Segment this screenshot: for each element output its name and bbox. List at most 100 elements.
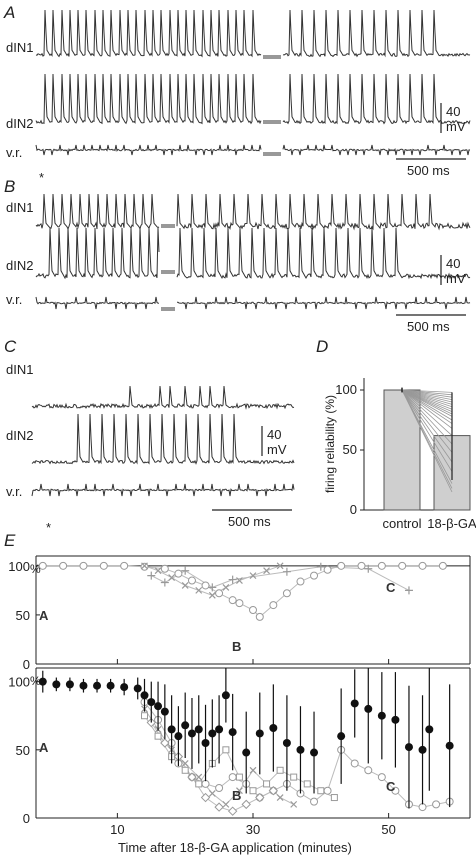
scale-label-t-b: 500 ms [407,319,450,334]
e-top-ytick-label: 50 [16,608,30,623]
e-bottom-point-square [235,773,243,781]
scale-label-v-c: 40 [267,427,281,442]
e-bottom-point-diamond [255,792,265,803]
e-top-point-open [269,601,278,610]
scale-label-t-c: 500 ms [228,514,271,529]
e-bottom-point-open [364,766,373,775]
e-top-point-open [38,561,47,570]
e-top-point-x [195,586,203,594]
e-bottom-point-open [201,779,210,788]
e-bottom-point-mean [167,725,176,734]
e-top-point-x [236,577,243,584]
e-top-point-plus [404,586,413,595]
annot-top-b: B [232,639,241,654]
e-top-point-open [282,589,291,598]
e-bottom-point-x [208,790,216,797]
e-bottom-point-square [276,766,284,774]
trace-label-b-din1: dIN1 [6,200,33,215]
annot-bottom-a: A [39,740,49,755]
e-bottom-point-mean [174,732,183,741]
e-bottom-point-diamond [200,792,211,803]
trace-label-c-din1: dIN1 [6,362,33,377]
pct-label-e-top: % [30,562,41,576]
e-bottom-point-open [432,800,441,809]
marker-star-c: * [46,520,51,535]
e-top-point-open [120,561,129,570]
e-bottom-point-x [181,760,189,767]
e-top-point-x [208,591,216,599]
e-bottom-point-square [154,732,162,740]
e-top-point-plus [282,567,291,576]
e-bottom-point-mean [391,715,400,724]
e-bottom-point-x [249,766,257,774]
d-paired-line [401,389,453,472]
gap-marker-b3 [161,307,175,311]
e-top-line-open [42,565,443,618]
d-paired-line [401,389,453,436]
e-bottom-point-mean [201,739,210,747]
e-bottom-point-mean [215,725,224,734]
trace-b-din2 [35,227,471,280]
d-ytick-label: 50 [343,442,357,457]
e-bottom-point-mean [296,745,305,754]
e-bottom-point-mean [93,681,102,690]
e-bottom-xtick-label: 50 [381,822,395,837]
trace-c-din2 [31,413,295,465]
e-bottom-ytick-label: 50 [16,743,30,758]
panel-label-d: D [316,337,328,356]
d-paired-line [401,389,453,493]
e-bottom-point-mean [140,691,149,700]
e-bottom-point-open [418,803,427,812]
e-top-point-open [377,561,386,570]
e-top-point-open [187,576,196,585]
e-bottom-ytick-label: 100 [8,675,30,690]
trace-c-vr [31,483,295,497]
e-top-point-open [215,589,224,598]
e-bottom-point-square [195,780,203,788]
e-bottom-point-open [228,773,237,782]
e-top-point-open [99,561,108,570]
scale-label-v-a: 40 [446,104,460,119]
e-bottom-point-mean [38,677,47,686]
d-category-label: 18-β-GA [427,516,476,531]
e-top-point-x [141,562,148,570]
e-top-point-open [249,606,257,614]
e-bottom-point-mean [181,721,190,730]
e-bottom-point-mean [269,724,278,732]
e-top-ytick-label: 100 [8,559,30,574]
pct-label-e-bottom: % [30,674,41,688]
d-paired-line [401,389,453,424]
e-bottom-point-x [222,800,230,808]
e-bottom-point-mean [208,729,217,738]
d-paired-line [401,389,453,421]
e-top-point-x [263,567,270,575]
gap-marker-a2 [263,120,281,124]
e-bottom-point-diamond [160,738,170,748]
d-paired-line [401,389,453,463]
e-top-point-x [168,574,176,582]
trace-a-vr [35,144,471,156]
e-top-point-plus [228,575,237,584]
e-bottom-point-x [290,800,298,808]
d-paired-line [401,389,453,429]
e-bottom-point-mean [445,741,454,750]
scale-unit-c: mV [267,442,287,457]
panel-label-e: E [4,531,16,550]
e-top-point-open [59,561,68,570]
trace-label-b-vr: v.r. [6,292,22,307]
e-top-point-plus [160,578,169,587]
e-bottom-point-square [317,787,325,795]
trace-b-vr [35,296,471,310]
e-bottom-point-x [236,787,243,795]
e-top-point-open [296,577,305,586]
d-category-label: control [382,516,421,531]
e-bottom-point-x [276,794,284,801]
e-bottom-point-square [181,766,189,774]
gap-marker-b1 [161,224,175,228]
e-top-point-open [235,599,244,608]
e-bottom-point-mean [242,748,251,757]
e-top-point-open [398,561,407,570]
e-bottom-point-mean [337,732,346,741]
e-top-point-open [228,596,237,605]
